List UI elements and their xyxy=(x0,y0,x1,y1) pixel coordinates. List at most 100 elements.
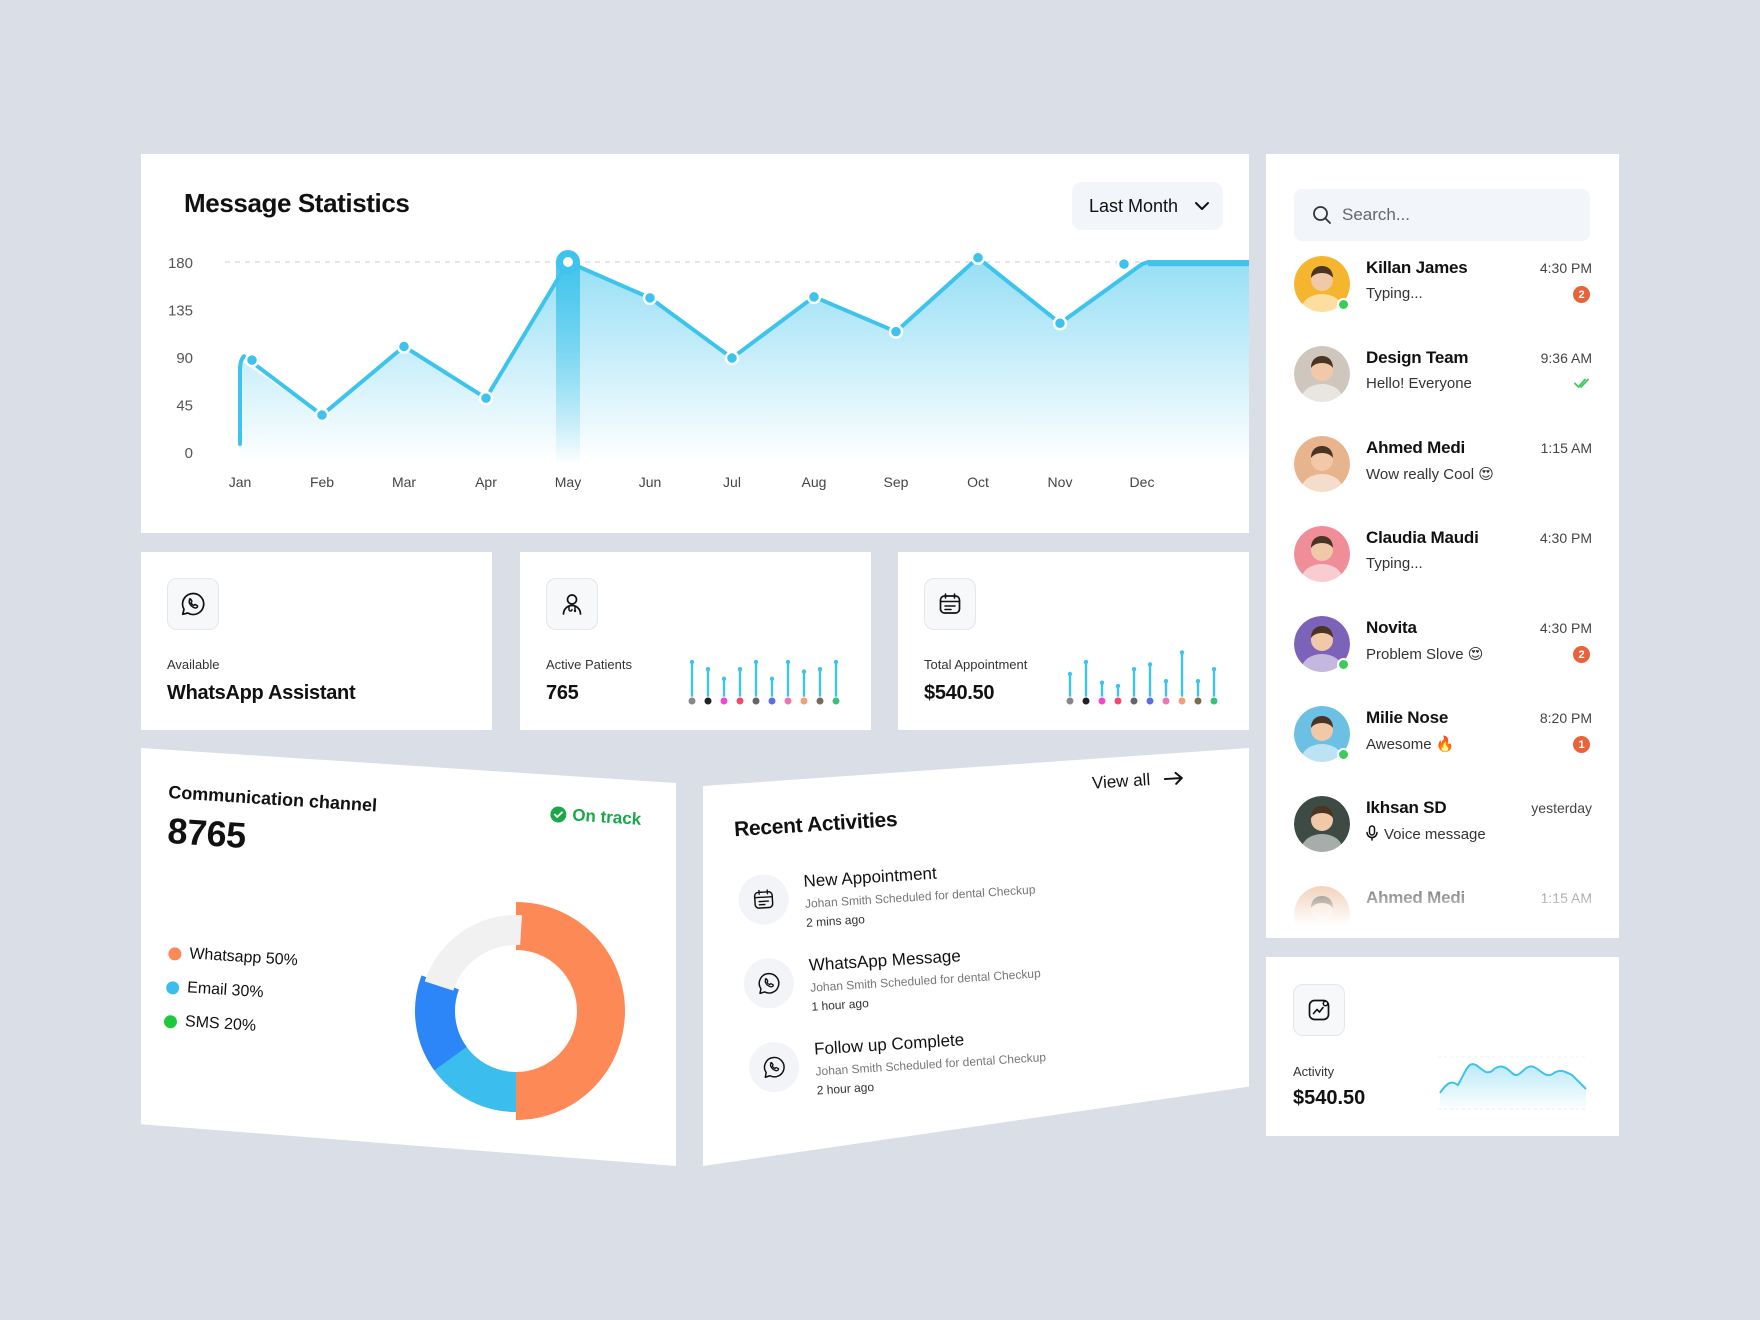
mini-bar xyxy=(818,669,822,698)
search-box[interactable] xyxy=(1294,189,1590,241)
mini-bar xyxy=(770,678,774,698)
chat-item[interactable]: Ikhsan SD Voice message yesterday xyxy=(1294,794,1592,856)
area-fill xyxy=(240,257,1249,462)
data-point[interactable] xyxy=(314,407,330,423)
check-circle-icon xyxy=(550,806,567,823)
mini-avatar xyxy=(815,696,825,706)
appointment-label: Total Appointment xyxy=(924,657,1028,672)
message-statistics-chart: 0 45 90 135 180 Jan Feb Mar Apr May Jun Jul Aug Sep Oc… xyxy=(168,250,1249,490)
data-point[interactable] xyxy=(244,352,260,368)
chat-message-preview: Hello! Everyone xyxy=(1366,375,1472,392)
chat-time: 4:30 PM xyxy=(1539,530,1592,546)
chat-item[interactable]: Ahmed Medi 1:15 AM xyxy=(1294,884,1592,938)
activity-card[interactable]: Activity $540.50 xyxy=(1266,957,1619,1136)
mini-avatar xyxy=(1113,696,1123,706)
chat-item[interactable]: Killan James Typing... 4:30 PM 2 xyxy=(1294,254,1592,316)
data-point-inner xyxy=(563,257,573,267)
activity-value: $540.50 xyxy=(1293,1087,1366,1109)
donut-slice-rest[interactable] xyxy=(414,909,618,1113)
mini-avatar xyxy=(1177,696,1187,706)
donut-slice-other[interactable] xyxy=(403,898,629,1124)
mini-bar-cap xyxy=(737,667,743,672)
patients-mini-chart xyxy=(687,659,841,706)
legend-item-whatsapp: Whatsapp 50% xyxy=(167,944,298,970)
data-point[interactable] xyxy=(724,350,740,366)
unread-badge: 2 xyxy=(1573,646,1590,663)
data-point[interactable] xyxy=(478,390,494,406)
mini-avatar xyxy=(703,696,713,706)
chat-message-preview: Voice message xyxy=(1366,825,1486,843)
view-all-link[interactable]: View all xyxy=(1091,768,1184,794)
mini-bar xyxy=(1180,652,1184,698)
x-tick-label: Feb xyxy=(310,474,334,490)
y-tick-label: 45 xyxy=(176,398,193,415)
appointment-mini-chart xyxy=(1065,650,1219,706)
status-badge: On track xyxy=(550,804,642,830)
activity-item[interactable]: Follow up Complete Johan Smith Scheduled… xyxy=(747,1025,1048,1102)
avatar xyxy=(1294,346,1350,402)
chat-item[interactable]: Milie Nose Awesome 🔥 8:20 PM 1 xyxy=(1294,704,1592,766)
message-statistics-card: 0 45 90 135 180 Jan Feb Mar Apr May Jun Jul Aug Sep Oc… xyxy=(141,154,1249,533)
data-point[interactable] xyxy=(1116,256,1132,272)
mini-avatar xyxy=(1081,696,1091,706)
legend-label: SMS 20% xyxy=(184,1013,257,1035)
chat-time: 1:15 AM xyxy=(1540,890,1592,906)
mini-bar-cap xyxy=(1067,671,1073,677)
mini-bar-cap xyxy=(817,667,823,672)
chat-item[interactable]: Ahmed Medi Wow really Cool 😍 1:15 AM xyxy=(1294,434,1592,496)
mini-bar-cap xyxy=(801,669,807,674)
arrow-right-icon xyxy=(1164,771,1184,785)
chat-message-preview: Typing... xyxy=(1366,285,1423,302)
x-tick-label: May xyxy=(555,474,581,490)
mini-bar-cap xyxy=(1099,680,1105,685)
total-appointment-card[interactable]: Total Appointment $540.50 xyxy=(898,552,1249,730)
mini-bar-cap xyxy=(1147,662,1153,667)
x-tick-label: Mar xyxy=(392,474,416,490)
mini-bar xyxy=(1116,686,1120,698)
mini-bar-cap xyxy=(785,659,791,665)
mini-bar-cap xyxy=(689,659,695,665)
chat-name: Novita xyxy=(1366,618,1417,637)
chat-time: 4:30 PM xyxy=(1539,260,1592,276)
search-input[interactable] xyxy=(1342,205,1582,225)
data-point[interactable] xyxy=(396,339,412,354)
double-check-icon xyxy=(1574,376,1592,394)
recent-activities-card: Recent Activities View all New Appointme… xyxy=(703,748,1249,1166)
x-tick-label: Apr xyxy=(475,474,497,490)
mini-bar-cap xyxy=(1131,667,1137,672)
mini-bar-cap xyxy=(1115,683,1121,689)
chat-item[interactable]: Claudia Maudi Typing... 4:30 PM xyxy=(1294,524,1592,586)
calendar-icon xyxy=(924,578,976,630)
whatsapp-assistant-card[interactable]: Available WhatsApp Assistant xyxy=(141,552,492,730)
mini-avatar xyxy=(1065,696,1075,706)
donut-slice-email[interactable] xyxy=(415,910,617,1112)
mini-avatar xyxy=(751,696,761,706)
chat-message-text: Voice message xyxy=(1384,826,1486,843)
patients-value: 765 xyxy=(546,682,579,704)
period-dropdown[interactable]: Last Month xyxy=(1072,182,1223,230)
chat-message-preview: Problem Slove 😍 xyxy=(1366,646,1484,663)
data-point[interactable] xyxy=(806,289,822,305)
data-point[interactable] xyxy=(642,290,658,306)
communication-channel-card: Communication channel 8765 On track What… xyxy=(141,748,676,1166)
mini-bar-cap xyxy=(1163,679,1169,684)
chat-name: Design Team xyxy=(1366,348,1469,367)
data-point[interactable] xyxy=(888,324,904,339)
legend-dot xyxy=(167,946,182,961)
mini-avatar xyxy=(1193,696,1203,706)
activity-item[interactable]: WhatsApp Message Johan Smith Scheduled f… xyxy=(742,941,1042,1018)
chat-item[interactable]: Design Team Hello! Everyone 9:36 AM xyxy=(1294,344,1592,406)
data-point[interactable] xyxy=(1052,315,1068,331)
data-point[interactable] xyxy=(970,250,986,266)
avatar xyxy=(1294,616,1350,672)
chat-item[interactable]: Novita Problem Slove 😍 4:30 PM 2 xyxy=(1294,614,1592,676)
legend-item-email: Email 30% xyxy=(165,978,296,1004)
active-patients-card[interactable]: Active Patients 765 xyxy=(520,552,871,730)
communication-value: 8765 xyxy=(166,810,247,856)
mini-bar xyxy=(1196,681,1200,698)
chat-list-card: Killan James Typing... 4:30 PM 2 Design Tea… xyxy=(1266,154,1619,938)
chat-message-preview: Awesome 🔥 xyxy=(1366,736,1455,753)
mini-bar-cap xyxy=(1195,679,1201,684)
activity-item[interactable]: New Appointment Johan Smith Scheduled fo… xyxy=(737,857,1037,934)
calendar-icon xyxy=(737,872,791,927)
